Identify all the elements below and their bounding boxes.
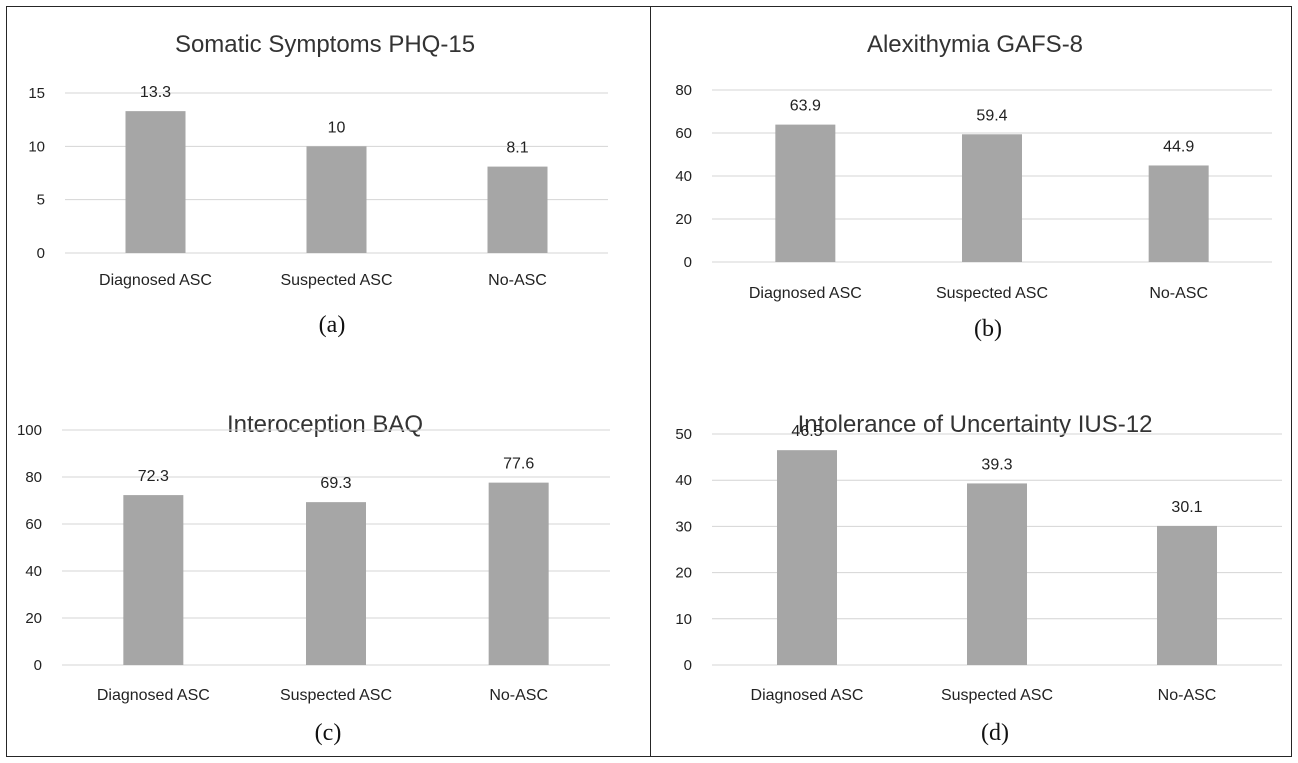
- category-label: No-ASC: [1158, 687, 1217, 704]
- bar: [306, 146, 367, 253]
- category-label: Suspected ASC: [280, 272, 392, 289]
- chart-b: Alexithymia GAFS-8 0 20 40 60 80 63.9 Diagnosed…: [675, 31, 1272, 342]
- data-label: 69.3: [320, 475, 351, 492]
- y-tick-label: 0: [684, 657, 692, 674]
- y-tick-label: 40: [675, 168, 692, 185]
- panel-caption: (c): [315, 720, 342, 746]
- bar: [123, 495, 184, 665]
- y-tick-label: 0: [684, 254, 692, 271]
- data-label: 39.3: [981, 456, 1012, 473]
- category-label: Suspected ASC: [280, 687, 392, 704]
- category-label: Diagnosed ASC: [751, 687, 864, 704]
- y-tick-label: 20: [675, 565, 692, 582]
- category-label: No-ASC: [489, 687, 548, 704]
- bar: [775, 124, 836, 263]
- y-tick-label: 10: [675, 611, 692, 628]
- figure-frame: [6, 6, 1292, 757]
- y-tick-label: 20: [25, 610, 42, 627]
- data-label: 46.5: [791, 423, 822, 440]
- bar: [1148, 165, 1209, 262]
- y-tick-label: 80: [25, 469, 42, 486]
- category-label: No-ASC: [488, 272, 547, 289]
- bar: [306, 502, 366, 665]
- bar: [1157, 525, 1217, 665]
- y-tick-label: 15: [28, 85, 45, 102]
- y-tick-label: 50: [675, 426, 692, 443]
- y-tick-label: 80: [675, 82, 692, 99]
- category-label: Diagnosed ASC: [97, 687, 210, 704]
- y-tick-label: 40: [25, 563, 42, 580]
- y-tick-label: 40: [675, 472, 692, 489]
- category-label: Suspected ASC: [941, 687, 1053, 704]
- y-tick-label: 0: [37, 245, 45, 262]
- bar: [967, 483, 1027, 665]
- y-tick-label: 60: [25, 516, 42, 533]
- y-tick-label: 20: [675, 211, 692, 228]
- y-tick-label: 10: [28, 138, 45, 155]
- panel-caption: (d): [981, 720, 1009, 746]
- panel-divider: [650, 6, 651, 757]
- chart-c: Interoception BAQ 0 20 40 60 80 100 72.3 Diagnos…: [17, 411, 610, 746]
- data-label: 30.1: [1171, 499, 1202, 516]
- data-label: 10: [328, 119, 346, 136]
- y-tick-label: 5: [37, 192, 45, 209]
- chart-title: Interoception BAQ: [227, 411, 423, 438]
- data-label: 13.3: [140, 84, 171, 101]
- category-label: Diagnosed ASC: [99, 272, 212, 289]
- data-label: 44.9: [1163, 138, 1194, 155]
- bar: [125, 111, 186, 253]
- data-label: 8.1: [506, 140, 528, 157]
- chart-a: Somatic Symptoms PHQ-15 0 5 10 15 13.3 Diagnos…: [28, 31, 608, 338]
- data-label: 72.3: [138, 468, 169, 485]
- bar: [487, 166, 548, 253]
- chart-title: Alexithymia GAFS-8: [867, 31, 1083, 58]
- panel-caption: (b): [974, 316, 1002, 342]
- data-label: 59.4: [976, 107, 1007, 124]
- y-tick-label: 100: [17, 422, 42, 439]
- y-tick-label: 60: [675, 125, 692, 142]
- data-label: 77.6: [503, 456, 534, 473]
- chart-d: Intolerance of Uncertainty IUS-120102030…: [675, 411, 1282, 746]
- panel-caption: (a): [319, 312, 346, 338]
- bar: [962, 134, 1022, 262]
- category-label: Diagnosed ASC: [749, 285, 862, 302]
- bar: [488, 482, 549, 665]
- data-label: 63.9: [790, 98, 821, 115]
- y-tick-label: 0: [34, 657, 42, 674]
- chart-title: Somatic Symptoms PHQ-15: [175, 31, 475, 58]
- y-tick-label: 30: [675, 518, 692, 535]
- category-label: Suspected ASC: [936, 285, 1048, 302]
- category-label: No-ASC: [1149, 285, 1208, 302]
- bar: [777, 450, 837, 665]
